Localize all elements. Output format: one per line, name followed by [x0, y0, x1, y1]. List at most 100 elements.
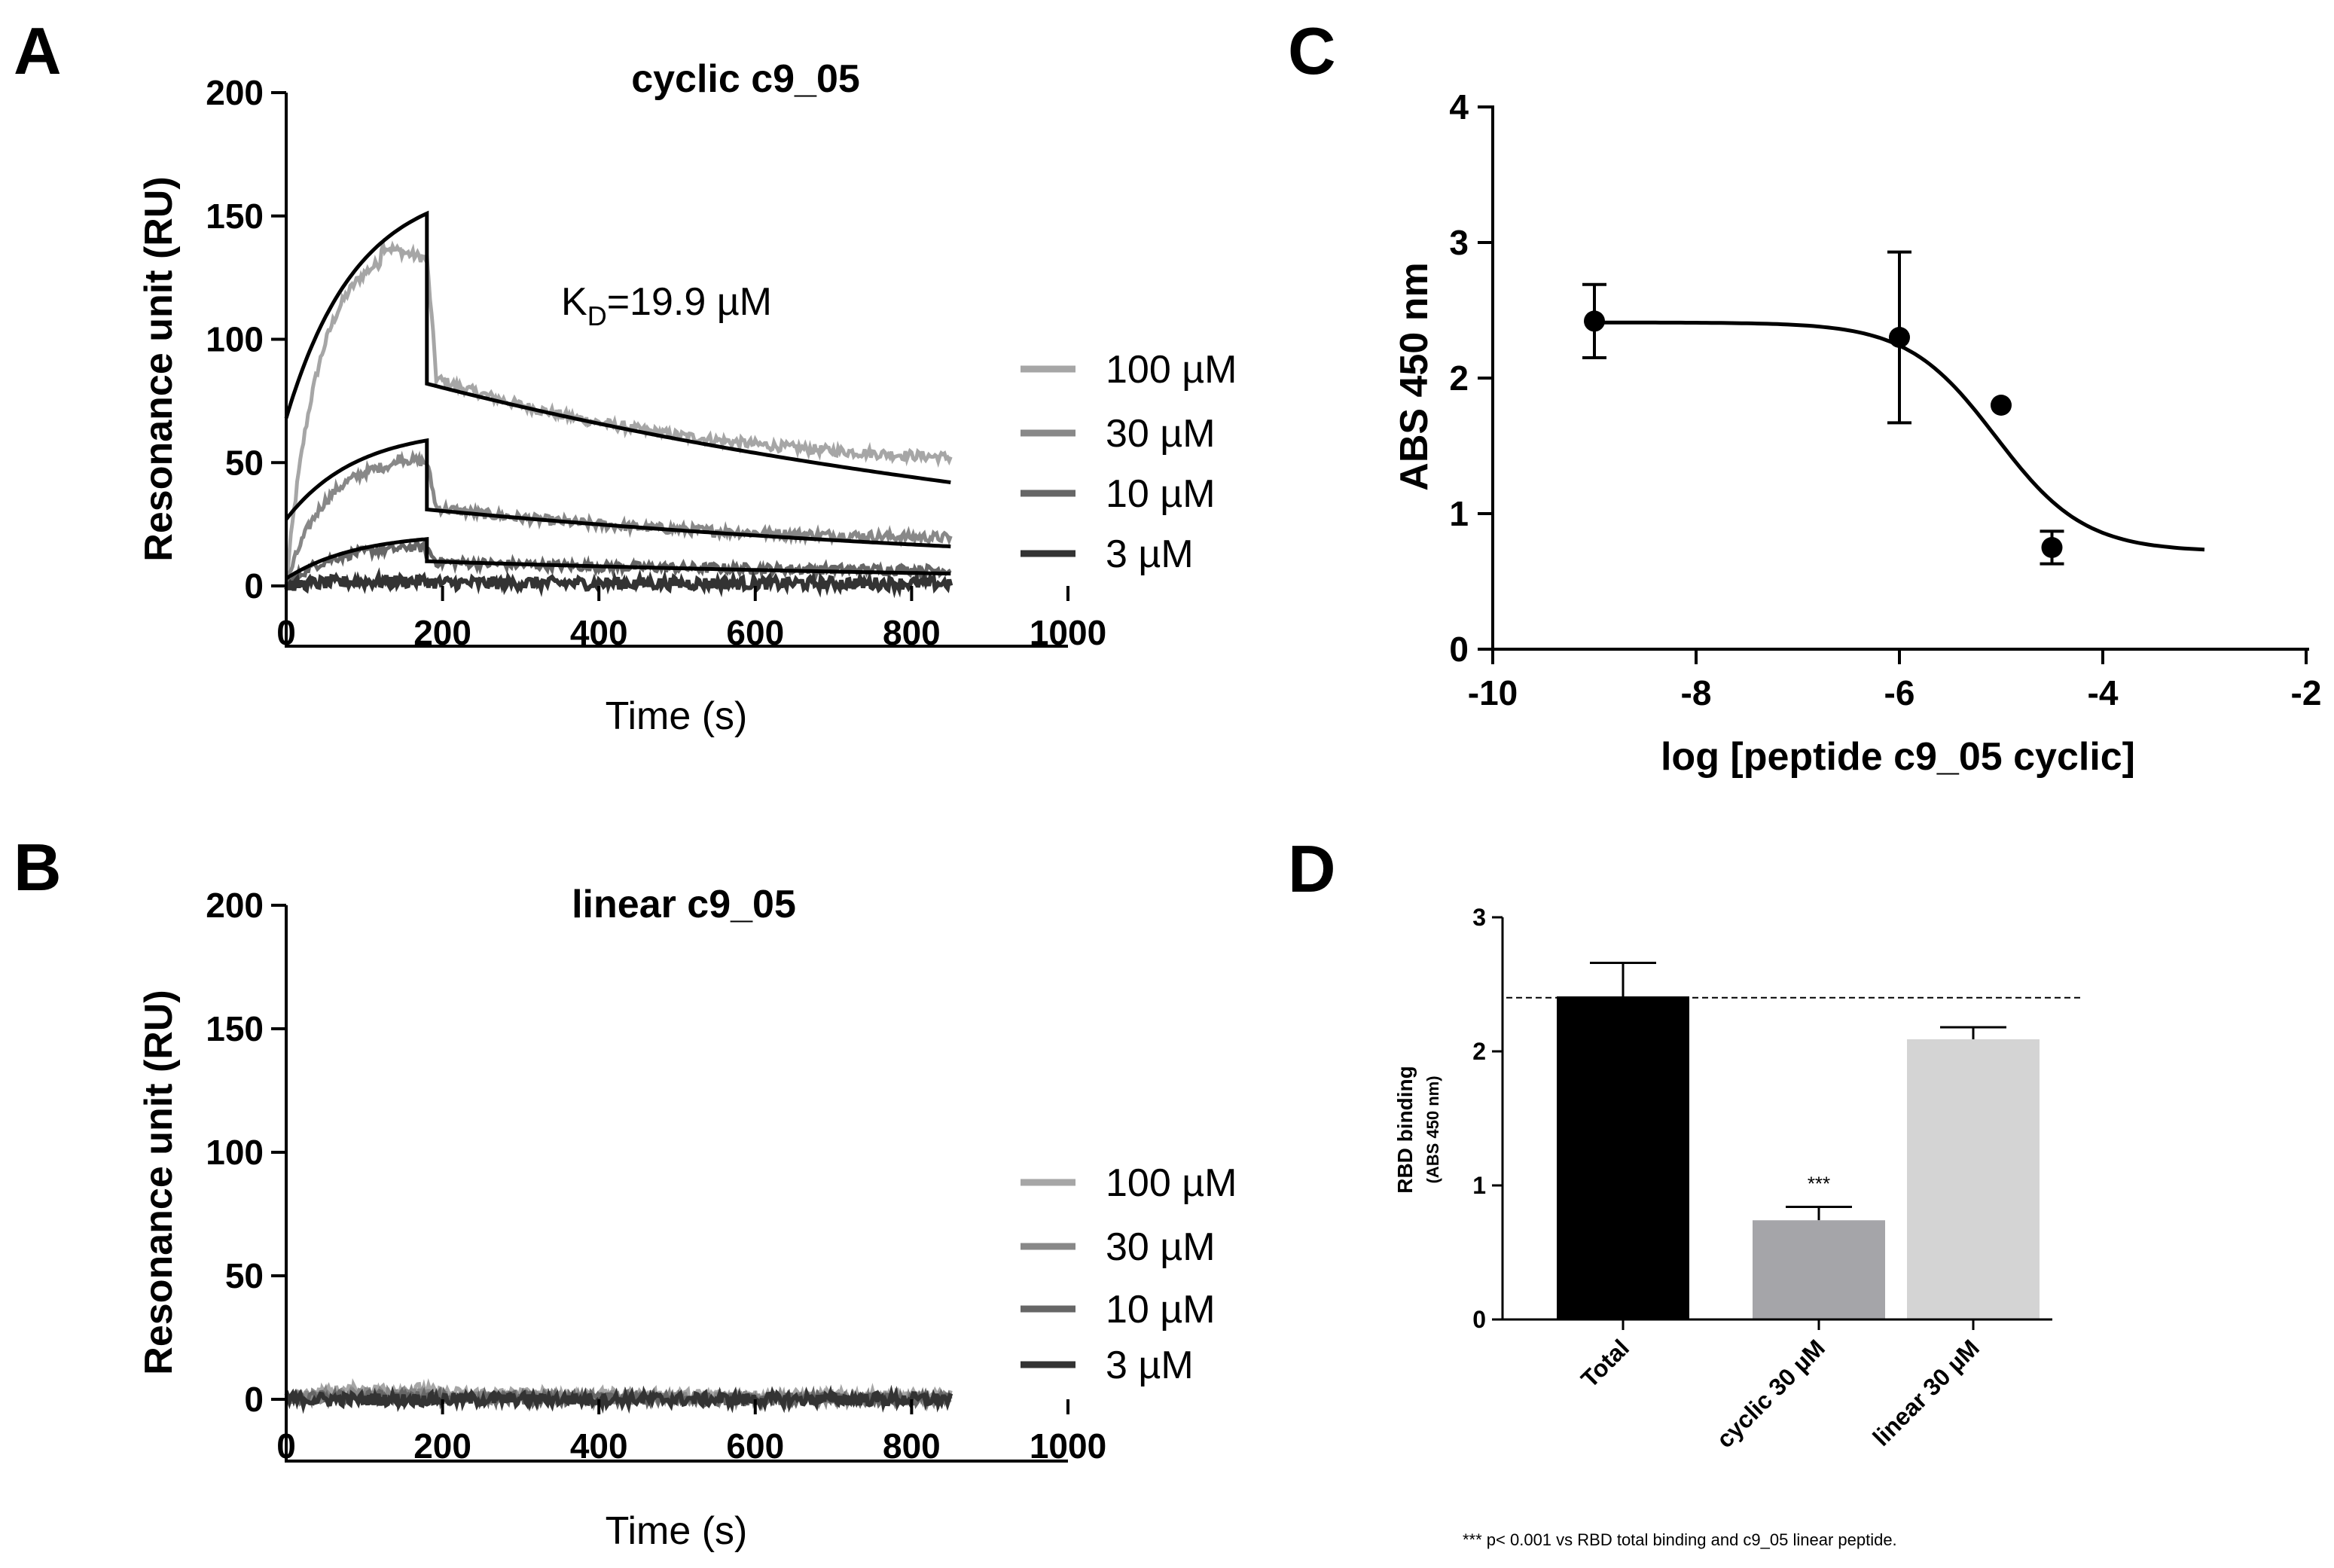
x-tick-label: 200	[413, 1426, 471, 1466]
panel-b-x-ticks: 0 200 400 600 800 1000	[276, 1399, 1106, 1466]
y-tick-label: 150	[206, 197, 264, 236]
panel-b-legend: 100 µM 30 µM 10 µM 3 µM	[1021, 1161, 1237, 1387]
x-tick-label: 800	[883, 1426, 941, 1466]
bar-group	[1907, 1026, 2040, 1319]
panel-d: D *** 0 1 2 3 Total cyclic 30 µM linear 30 µM…	[1288, 831, 2082, 1549]
data-point	[1582, 282, 1606, 359]
legend-item-10: 10 µM	[1021, 472, 1216, 516]
panel-b-plot: 0 50 100 150 200 0 200 400 600 800 1000	[206, 886, 1106, 1466]
panel-d-footnote: *** p< 0.001 vs RBD total binding and c9…	[1463, 1530, 1897, 1549]
x-tick-label: -10	[1468, 673, 1518, 712]
bar	[1753, 1220, 1885, 1319]
bar	[1907, 1039, 2040, 1319]
x-tick-label: 1000	[1030, 1426, 1106, 1466]
panel-c-x-label: log [peptide c9_05 cyclic]	[1661, 735, 2135, 779]
panel-b-y-label: Resonance unit (RU)	[137, 990, 181, 1374]
panel-d-plot: *** 0 1 2 3 Total cyclic 30 µM linear 30 µM	[1472, 904, 2082, 1453]
y-tick-label: 100	[206, 1133, 264, 1172]
legend-item-100: 100 µM	[1021, 348, 1237, 392]
y-tick-label: 4	[1449, 87, 1469, 127]
legend-label: 3 µM	[1106, 532, 1194, 576]
panel-a-x-label: Time (s)	[606, 694, 748, 738]
panel-letter-b: B	[14, 830, 62, 904]
panel-letter-d: D	[1288, 831, 1336, 906]
kd-value: =19.9 µM	[607, 280, 772, 324]
point-marker	[2041, 537, 2063, 558]
point-marker	[1889, 327, 1910, 348]
x-tick-label: 0	[276, 613, 296, 652]
x-tick-label: 800	[883, 613, 941, 652]
legend-item-30: 30 µM	[1021, 412, 1216, 456]
data-point	[1887, 250, 1911, 425]
significance-marker: ***	[1808, 1172, 1830, 1194]
x-tick-label: 1000	[1030, 613, 1106, 652]
panel-c-x-ticks: -10 -8 -6 -4 -2	[1468, 649, 2322, 712]
panel-c-points	[1582, 250, 2064, 566]
fit-curve	[285, 537, 951, 581]
y-tick-label: 200	[206, 886, 264, 925]
y-tick-label: 3	[1449, 223, 1469, 262]
y-tick-label: 2	[1449, 358, 1469, 398]
point-marker	[1584, 310, 1605, 332]
x-tick-label: -4	[2088, 673, 2119, 712]
legend-label: 30 µM	[1106, 412, 1216, 456]
panel-a-x-ticks: 0 200 400 600 800 1000	[276, 586, 1106, 652]
panel-letter-c: C	[1288, 14, 1336, 88]
legend-label: 3 µM	[1106, 1344, 1194, 1387]
panel-a-plot: 0 50 100 150 200 0 200 400 600 800 1000	[206, 73, 1106, 652]
y-tick-label: 50	[225, 443, 264, 482]
x-tick-label: cyclic 30 µM	[1711, 1334, 1830, 1453]
x-tick-label: 0	[276, 1426, 296, 1466]
series-line	[284, 567, 953, 599]
panel-letter-a: A	[14, 14, 62, 88]
x-tick-label: 600	[726, 613, 784, 652]
legend-item-10: 10 µM	[1021, 1288, 1216, 1332]
panel-c-plot: 0 1 2 3 4 -10 -8 -6 -4 -2	[1449, 87, 2321, 712]
y-tick-label: 0	[244, 566, 264, 606]
y-tick-label: 1	[1472, 1172, 1486, 1199]
bar-group	[1557, 962, 1689, 1319]
panel-d-x-ticks: Total cyclic 30 µM linear 30 µM	[1576, 1319, 1985, 1453]
panel-a-y-label: Resonance unit (RU)	[137, 176, 181, 561]
y-tick-label: 0	[1472, 1306, 1486, 1333]
series-line	[284, 1384, 953, 1414]
legend-item-3: 3 µM	[1021, 1344, 1194, 1387]
legend-label: 10 µM	[1106, 1288, 1216, 1332]
bar-group: ***	[1753, 1172, 1885, 1319]
legend-label: 10 µM	[1106, 472, 1216, 516]
x-tick-label: Total	[1576, 1334, 1634, 1393]
y-tick-label: 100	[206, 320, 264, 359]
y-tick-label: 1	[1449, 494, 1469, 533]
y-tick-label: 150	[206, 1009, 264, 1048]
x-tick-label: 400	[570, 1426, 628, 1466]
panel-c: C 0 1 2 3 4 -10 -8 -6 -4 -2 log [peptide c9_05 c…	[1288, 14, 2321, 779]
legend-label: 30 µM	[1106, 1225, 1216, 1269]
panel-a: A cyclic c9_05 0 50 100 150 200 0 200 400 600 80…	[14, 14, 1237, 738]
y-tick-label: 3	[1472, 904, 1486, 931]
panel-c-y-ticks: 0 1 2 3 4	[1449, 87, 1493, 669]
panel-d-bars: ***	[1557, 962, 2040, 1319]
panel-d-y-ticks: 0 1 2 3	[1472, 904, 1503, 1333]
panel-b-series	[284, 1377, 953, 1414]
data-point	[2040, 529, 2064, 566]
x-tick-label: -2	[2291, 673, 2322, 712]
legend-item-30: 30 µM	[1021, 1225, 1216, 1269]
point-marker	[1991, 395, 2012, 416]
panel-a-title: cyclic c9_05	[631, 57, 860, 101]
x-tick-label: 200	[413, 613, 471, 652]
panel-d-y-label-sub: (ABS 450 nm)	[1423, 1075, 1442, 1183]
x-tick-label: 600	[726, 1426, 784, 1466]
y-tick-label: 200	[206, 73, 264, 112]
bar	[1557, 996, 1689, 1319]
panel-a-fit-curves	[284, 210, 951, 581]
panel-b-x-label: Time (s)	[606, 1509, 748, 1553]
x-tick-label: -6	[1884, 673, 1915, 712]
panel-b: B linear c9_05 0 50 100 150 200 0 200 400 600 80…	[14, 830, 1237, 1553]
panel-c-y-label: ABS 450 nm	[1393, 262, 1436, 490]
panel-d-y-label: RBD binding	[1393, 1066, 1417, 1194]
x-tick-label: -8	[1681, 673, 1712, 712]
x-tick-label: 400	[570, 613, 628, 652]
y-tick-label: 50	[225, 1256, 264, 1295]
x-tick-label: linear 30 µM	[1867, 1334, 1984, 1451]
